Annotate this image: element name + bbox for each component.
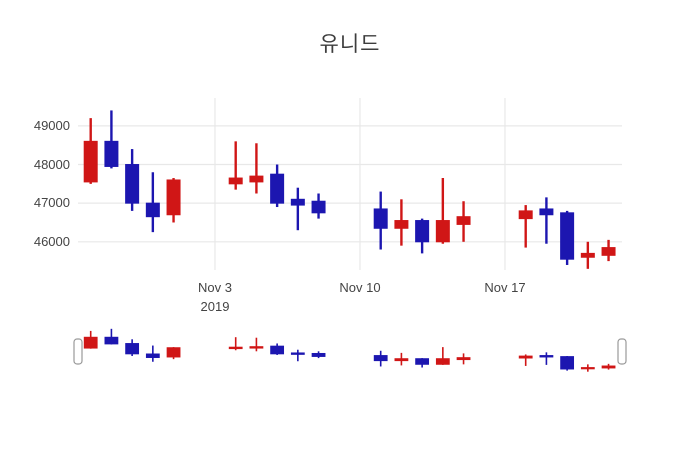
rangeslider-candle (373, 350, 388, 367)
candle-body (560, 212, 575, 260)
rangeslider-right-handle[interactable] (617, 338, 627, 365)
candle[interactable] (83, 118, 98, 184)
rangeslider-candle (228, 337, 243, 351)
candle-body (125, 164, 140, 204)
candle-body (145, 202, 160, 218)
candle[interactable] (166, 178, 181, 223)
candle-body (415, 220, 430, 243)
candle[interactable] (228, 141, 243, 190)
candle-body (373, 208, 388, 229)
candle-body (290, 198, 305, 206)
gridlines (78, 98, 622, 270)
rangeslider-candle (435, 347, 450, 365)
rangeslider-candle (415, 358, 430, 368)
rangeslider-candle (145, 345, 160, 362)
rangeslider-candle-body (560, 356, 575, 370)
candle-body (311, 200, 326, 214)
candle-body (249, 175, 264, 183)
rangeslider-candle (249, 337, 264, 352)
candle-body (228, 177, 243, 185)
rangeslider-candle-body (83, 336, 98, 349)
candle[interactable] (373, 191, 388, 250)
candle[interactable] (415, 218, 430, 254)
rangeslider-candle (580, 364, 595, 372)
rangeslider-candle-body (125, 343, 140, 355)
y-axis-tick-label: 47000 (33, 195, 70, 211)
rangeslider-candle (394, 352, 409, 366)
candle[interactable] (145, 172, 160, 233)
rangeslider-track[interactable] (78, 322, 622, 378)
rangeslider-candle-body (290, 352, 305, 355)
candle-body (270, 173, 285, 204)
rangeslider-candle-body (311, 352, 326, 357)
y-axis-tick-label: 46000 (33, 233, 70, 249)
x-axis-tick-label: Nov 17 (484, 280, 526, 295)
candle[interactable] (311, 193, 326, 219)
rangeslider-candle-body (145, 353, 160, 358)
candle-body (83, 140, 98, 183)
candle[interactable] (456, 201, 471, 242)
rangeslider-candle-body (518, 355, 533, 359)
rangeslider-candle (539, 352, 554, 365)
rangeslider-candle (166, 347, 181, 360)
rangeslider-candle-body (394, 358, 409, 362)
candle[interactable] (601, 239, 616, 262)
candle-body (539, 208, 554, 216)
candle[interactable] (125, 149, 140, 211)
rangeslider-candle (601, 363, 616, 370)
candle-body (435, 220, 450, 243)
candle[interactable] (539, 197, 554, 244)
chart-title: 유니드 (319, 33, 381, 56)
candle-body (166, 179, 181, 216)
rangeslider-candle-body (373, 355, 388, 362)
rangeslider-candle (311, 351, 326, 359)
rangeslider-candle-body (415, 358, 430, 365)
rangeslider-candle (83, 330, 98, 349)
candle[interactable] (560, 210, 575, 265)
x-axis-year-label: 2019 (200, 299, 230, 314)
candle-body (104, 140, 119, 167)
candle-body (580, 252, 595, 258)
rangeslider-candle-body (166, 347, 181, 358)
rangeslider-candle (290, 349, 305, 362)
rangeslider-candle (125, 339, 140, 357)
candle[interactable] (290, 187, 305, 231)
y-axis-tick-label: 49000 (33, 117, 70, 133)
candle[interactable] (394, 199, 409, 246)
candle-body (456, 216, 471, 225)
candle[interactable] (518, 205, 533, 248)
y-axis-tick-label: 48000 (33, 156, 70, 172)
rangeslider-candle-body (435, 358, 450, 365)
candle-body (601, 247, 616, 256)
rangeslider-candle-body (456, 357, 471, 361)
candle[interactable] (435, 178, 450, 244)
rangeslider-left-handle[interactable] (73, 338, 83, 365)
rangeslider-candle (270, 343, 285, 355)
candle[interactable] (270, 164, 285, 208)
rangeslider-candle (518, 354, 533, 366)
candle[interactable] (580, 241, 595, 269)
candle-body (394, 220, 409, 229)
rangeslider-candle-body (539, 355, 554, 358)
rangeslider-candle-body (104, 336, 119, 345)
rangeslider-candle-body (270, 345, 285, 355)
rangeslider-candle (560, 356, 575, 371)
rangeslider-candle-body (580, 367, 595, 370)
rangeslider-candle (104, 328, 119, 345)
rangeslider-candle-body (601, 365, 616, 369)
candle[interactable] (249, 143, 264, 194)
candle-body (518, 210, 533, 220)
x-axis-tick-label: Nov 10 (339, 280, 381, 295)
rangeslider-candle-body (228, 346, 243, 350)
rangeslider-candle (456, 353, 471, 365)
candle[interactable] (104, 110, 119, 169)
x-axis-tick-label: Nov 3 (197, 280, 232, 295)
rangeslider-candle-body (249, 346, 264, 349)
